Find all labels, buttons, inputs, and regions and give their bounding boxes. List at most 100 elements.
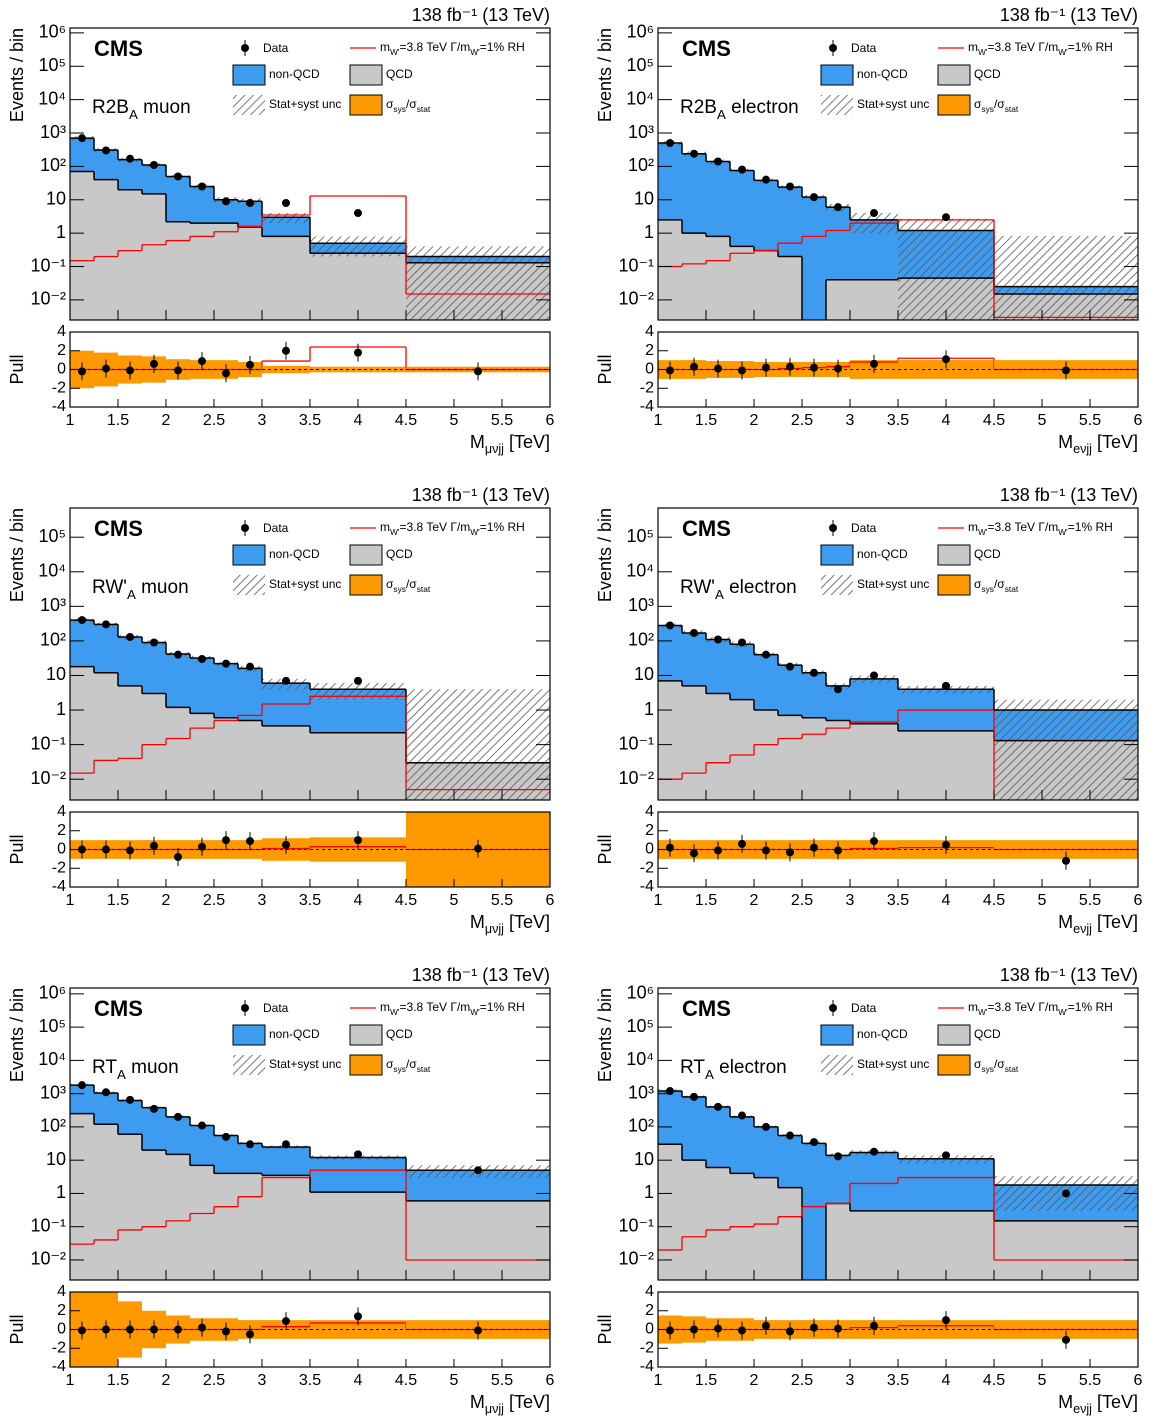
legend-label-part: =3.8 TeV Γ/m — [988, 40, 1059, 54]
legend-label: Stat+syst unc — [857, 577, 929, 591]
non-qcd-bar — [118, 636, 142, 686]
qcd-bar — [706, 236, 730, 320]
qcd-bar — [682, 685, 706, 800]
pull-point — [690, 362, 698, 371]
non-qcd-bar — [238, 668, 262, 721]
y-tick-label: 10 — [634, 1149, 654, 1169]
qcd-bar — [238, 227, 262, 320]
region-label-part: A — [127, 587, 136, 602]
region-label-part: electron — [714, 1057, 787, 1078]
x-tick-label: 4 — [354, 412, 363, 429]
pull-plot — [70, 812, 550, 887]
legend-label: Stat+syst unc — [269, 1057, 341, 1071]
x-axis-title: Mμνjj [TeV] — [470, 912, 550, 937]
qcd-bar — [778, 1187, 802, 1280]
x-tick-label: 3 — [846, 412, 855, 429]
pull-y-tick-label: -4 — [52, 878, 66, 895]
main-plot — [70, 616, 550, 800]
pull-y-tick-label: -2 — [52, 1339, 66, 1356]
x-tick-label: 2.5 — [791, 412, 813, 429]
uncertainty-band — [994, 699, 1138, 800]
qcd-bar — [118, 685, 142, 800]
region-label-part: electron — [724, 577, 797, 598]
pull-axis-title: Pull — [7, 354, 27, 384]
legend-label-part: W' — [1058, 1007, 1068, 1017]
legend-label: non-QCD — [269, 547, 320, 561]
legend-marker — [821, 95, 853, 115]
x-axis-title-part: μνjj — [485, 922, 504, 936]
x-tick-label: 3.5 — [299, 892, 321, 909]
legend-label-part: /σ — [994, 1057, 1005, 1071]
pull-point — [354, 836, 362, 845]
data-point — [786, 662, 794, 671]
legend-label: non-QCD — [857, 1027, 908, 1041]
non-qcd-bar — [70, 620, 94, 667]
y-tick-label: 10³ — [40, 122, 66, 142]
x-tick-label: 1.5 — [695, 1372, 717, 1389]
pull-y-tick-label: -4 — [640, 878, 654, 895]
y-tick-label: 10³ — [40, 1082, 66, 1102]
pull-point — [870, 359, 878, 368]
region-label: RTA muon — [92, 1057, 179, 1082]
pull-point — [1062, 1335, 1070, 1344]
pull-point — [690, 1325, 698, 1334]
x-tick-label: 1 — [66, 892, 75, 909]
y-tick-label: 10⁴ — [626, 1049, 654, 1069]
pull-point — [150, 1325, 158, 1334]
non-qcd-bar — [166, 1116, 190, 1155]
x-tick-label: 4 — [354, 1372, 363, 1389]
pull-axis-title: Pull — [595, 354, 615, 384]
x-axis-title-part: [TeV] — [504, 912, 550, 932]
legend-label: σsys/σstat — [974, 577, 1019, 594]
y-tick-label: 10³ — [40, 595, 66, 615]
data-point — [150, 638, 158, 647]
pull-y-tick-label: -2 — [52, 859, 66, 876]
legend-label-part: σ — [974, 577, 982, 591]
qcd-bar — [850, 723, 898, 800]
data-point — [738, 165, 746, 174]
pull-axis-title: Pull — [7, 834, 27, 864]
pull-point — [474, 1326, 482, 1335]
y-axis-title: Events / bin — [7, 28, 27, 122]
legend-label-part: stat — [1005, 104, 1019, 114]
x-tick-label: 4.5 — [983, 892, 1005, 909]
y-tick-label: 10⁻² — [618, 1249, 654, 1269]
pull-plot — [70, 341, 550, 389]
pull-y-tick-label: -4 — [52, 398, 66, 415]
legend-label: σsys/σstat — [386, 1057, 431, 1074]
x-tick-label: 1 — [654, 892, 663, 909]
y-tick-label: 10⁻¹ — [618, 255, 654, 275]
y-tick-label: 10⁻² — [618, 768, 654, 788]
region-label-part: muon — [138, 97, 191, 118]
legend-marker — [232, 544, 266, 566]
data-point — [690, 149, 698, 158]
qcd-bar — [214, 1173, 238, 1280]
pull-point — [198, 842, 206, 851]
qcd-bar — [310, 1192, 406, 1280]
legend-label-part: m — [968, 40, 978, 54]
x-axis-title-part: M — [1058, 912, 1073, 932]
data-point — [282, 199, 290, 208]
data-point — [834, 203, 842, 212]
pull-y-tick-label: 4 — [57, 803, 66, 820]
data-point — [1062, 1189, 1070, 1198]
data-point — [354, 676, 362, 685]
x-axis-title-part: [TeV] — [504, 1392, 550, 1412]
data-point — [102, 146, 110, 155]
qcd-bar — [190, 713, 214, 800]
data-point — [150, 161, 158, 170]
non-qcd-bar — [190, 658, 214, 714]
region-label-part: A — [117, 1067, 126, 1082]
pull-point — [738, 839, 746, 848]
x-tick-label: 6 — [546, 412, 555, 429]
y-tick-label: 10³ — [628, 1082, 654, 1102]
pull-point — [762, 1321, 770, 1330]
qcd-bar — [70, 171, 94, 320]
uncertainty-band — [310, 683, 406, 700]
pull-point — [714, 846, 722, 855]
pull-y-tick-label: 4 — [57, 1283, 66, 1300]
non-qcd-bar — [730, 644, 754, 700]
legend-label-part: =1% RH — [480, 1000, 525, 1014]
legend-label: σsys/σstat — [386, 577, 431, 594]
qcd-bar — [310, 732, 406, 800]
